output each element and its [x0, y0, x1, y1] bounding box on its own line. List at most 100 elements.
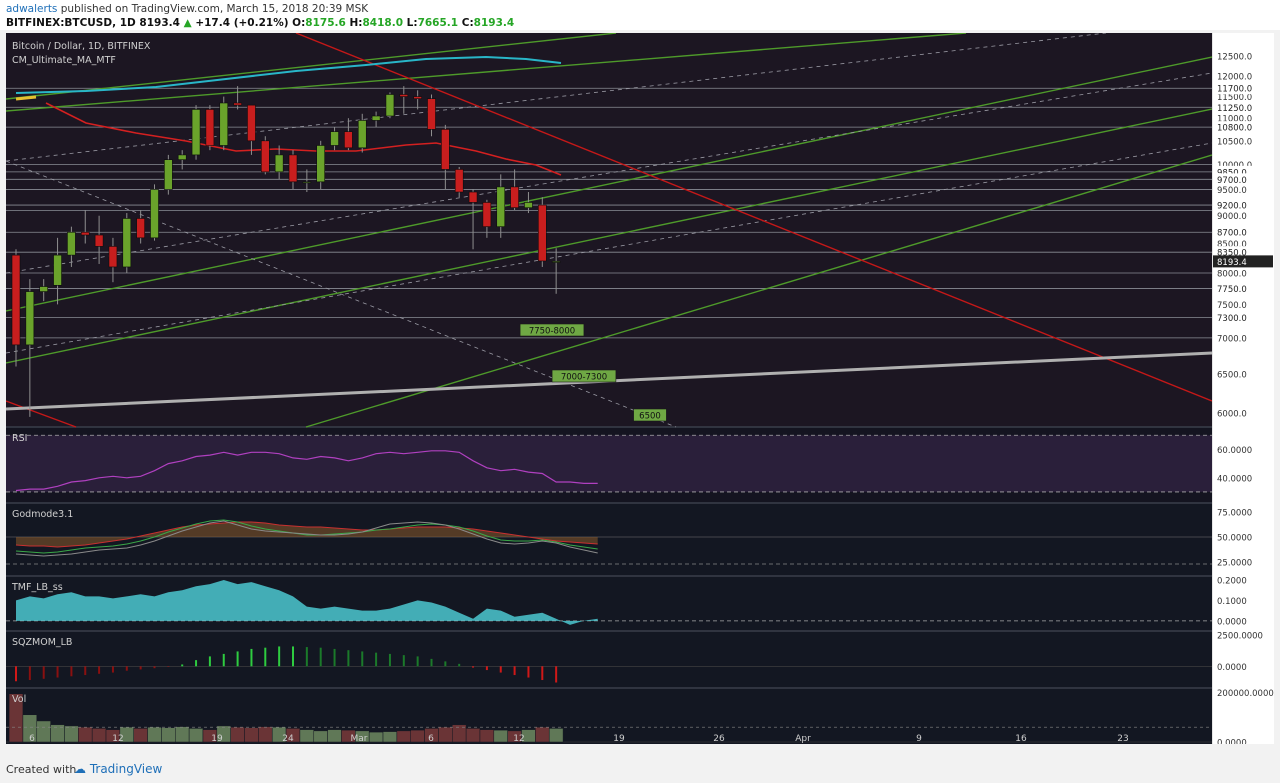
- rsi-band: [6, 435, 1212, 492]
- candle-body: [496, 186, 506, 227]
- candle-body: [371, 115, 381, 121]
- ma-yellow-segment: [15, 95, 37, 101]
- candle-body: [441, 129, 450, 170]
- price-tick-label: 7000.0: [1217, 334, 1247, 344]
- x-tick-label: 12: [513, 734, 524, 744]
- vol-bar: [410, 729, 425, 743]
- price-change: +17.4 (+0.21%): [195, 17, 289, 29]
- vol-bar: [147, 726, 162, 743]
- sqz-tick-label: 2500.0000: [1217, 632, 1263, 642]
- price-level-label-bg: [1213, 101, 1273, 114]
- price-level-label-bg: [1213, 282, 1273, 295]
- candle-body: [205, 109, 215, 146]
- vol-bar: [479, 729, 495, 743]
- price-level-label-bg: [1213, 226, 1273, 239]
- sqz-title: SQZMOM_LB: [12, 637, 72, 648]
- footer: Created with ☁ TradingView: [0, 756, 1280, 783]
- vol-tick-label: 200000.0000: [1217, 689, 1274, 699]
- open-label: O:: [292, 17, 306, 29]
- symbol-ohlc-line: BITFINEX:BTCUSD, 1D 8193.4 ▲ +17.4 (+0.2…: [6, 17, 514, 29]
- price-level-label-bg: [1213, 199, 1273, 212]
- publication-header: adwalerts published on TradingView.com, …: [0, 0, 1280, 30]
- current-price-label: 8193.4: [1217, 258, 1247, 268]
- price-level-label-bg: [1213, 246, 1273, 259]
- annotation-label: 6500: [639, 412, 661, 422]
- x-tick-label: 9: [916, 734, 922, 744]
- candle-body: [261, 140, 270, 173]
- rsi-tick-label: 60.0000: [1217, 446, 1252, 456]
- tradingview-logo[interactable]: ☁ TradingView: [74, 762, 162, 776]
- candle-body: [344, 131, 353, 149]
- vol-bar: [548, 728, 564, 743]
- godmode-series-line: [15, 520, 598, 557]
- author-link[interactable]: adwalerts: [6, 3, 58, 15]
- price-axis[interactable]: 12500.012000.011500.011000.010500.010000…: [1211, 33, 1274, 749]
- price-tick-label: 8000.0: [1217, 269, 1247, 279]
- godmode-series-line: [15, 521, 598, 548]
- price-pane-bg: [6, 33, 1212, 427]
- candle-body: [274, 154, 284, 173]
- vol-bar: [244, 727, 259, 743]
- price-level-label: 8700.0: [1217, 229, 1247, 239]
- x-tick-label: 24: [282, 734, 294, 744]
- candle-body: [482, 202, 492, 227]
- godmode-tick-label: 50.0000: [1217, 534, 1252, 544]
- chart-area[interactable]: 7750-8000 7000-7300 6500 Bitcoin / Dollar, …: [5, 32, 1213, 744]
- x-tick-label: 19: [211, 734, 223, 744]
- vol-bar: [175, 726, 190, 743]
- created-with-label: Created with: [6, 763, 77, 776]
- candle-body: [288, 154, 298, 183]
- candle-body: [219, 102, 229, 146]
- price-level-label: 11700.0: [1217, 85, 1252, 95]
- godmode-series-line: [15, 519, 598, 554]
- candle-body: [94, 234, 104, 247]
- vol-bar: [161, 727, 176, 743]
- x-tick-label: Apr: [795, 734, 811, 744]
- vol-bar: [133, 728, 148, 743]
- price-level-label-bg: [1213, 311, 1273, 324]
- price-level-label: 7750.0: [1217, 285, 1247, 295]
- vol-bar: [493, 729, 508, 743]
- chart-svg[interactable]: 7750-8000 7000-7300 6500 Bitcoin / Dollar, …: [5, 32, 1213, 744]
- vol-bar: [396, 730, 411, 743]
- price-level-label: 9700.0: [1217, 176, 1247, 186]
- price-level-label-bg: [1213, 121, 1273, 134]
- tmf-tick-label: 0.0000: [1217, 617, 1247, 627]
- price-level-label: 7300.0: [1217, 314, 1247, 324]
- vol-bar: [230, 726, 245, 743]
- x-tick-label: 6: [29, 734, 35, 744]
- vol-bar: [438, 726, 453, 743]
- channel-line: [5, 32, 617, 100]
- price-tick-label: 6500.0: [1217, 370, 1247, 380]
- indicator-title: CM_Ultimate_MA_MTF: [12, 55, 116, 66]
- vol-tick-label: 0.0000: [1217, 739, 1247, 745]
- price-level-label: 9200.0: [1217, 202, 1247, 212]
- low-label: L:: [406, 17, 418, 29]
- tradingview-cloud-icon: ☁: [74, 762, 86, 776]
- vol-bar: [382, 731, 398, 743]
- price-level-label: 11250.0: [1217, 104, 1252, 114]
- vol-bar: [64, 725, 79, 743]
- close-label: C:: [461, 17, 474, 29]
- price-level-label: 10800.0: [1217, 124, 1252, 134]
- vol-bar: [78, 726, 93, 743]
- x-tick-label: 26: [713, 734, 725, 744]
- candle-body: [233, 102, 242, 106]
- price-tick-label: 11000.0: [1217, 115, 1252, 125]
- open-value: 8175.6: [305, 17, 346, 29]
- vol-bar: [313, 730, 328, 743]
- candle-body: [537, 204, 547, 262]
- rsi-line: [15, 450, 598, 492]
- vol-bar: [465, 728, 481, 743]
- candle-body: [39, 286, 49, 292]
- published-text: published on TradingView.com, March 15, …: [60, 3, 369, 15]
- tmf-area: [16, 580, 598, 625]
- vol-bar: [91, 728, 107, 743]
- tmf-tick-label: 0.2000: [1217, 577, 1247, 587]
- rsi-title: RSI: [12, 433, 27, 444]
- high-label: H:: [349, 17, 363, 29]
- tradingview-brand: TradingView: [89, 762, 163, 776]
- candle-body: [330, 131, 339, 146]
- low-value: 7665.1: [417, 17, 459, 29]
- candle-body: [67, 231, 76, 256]
